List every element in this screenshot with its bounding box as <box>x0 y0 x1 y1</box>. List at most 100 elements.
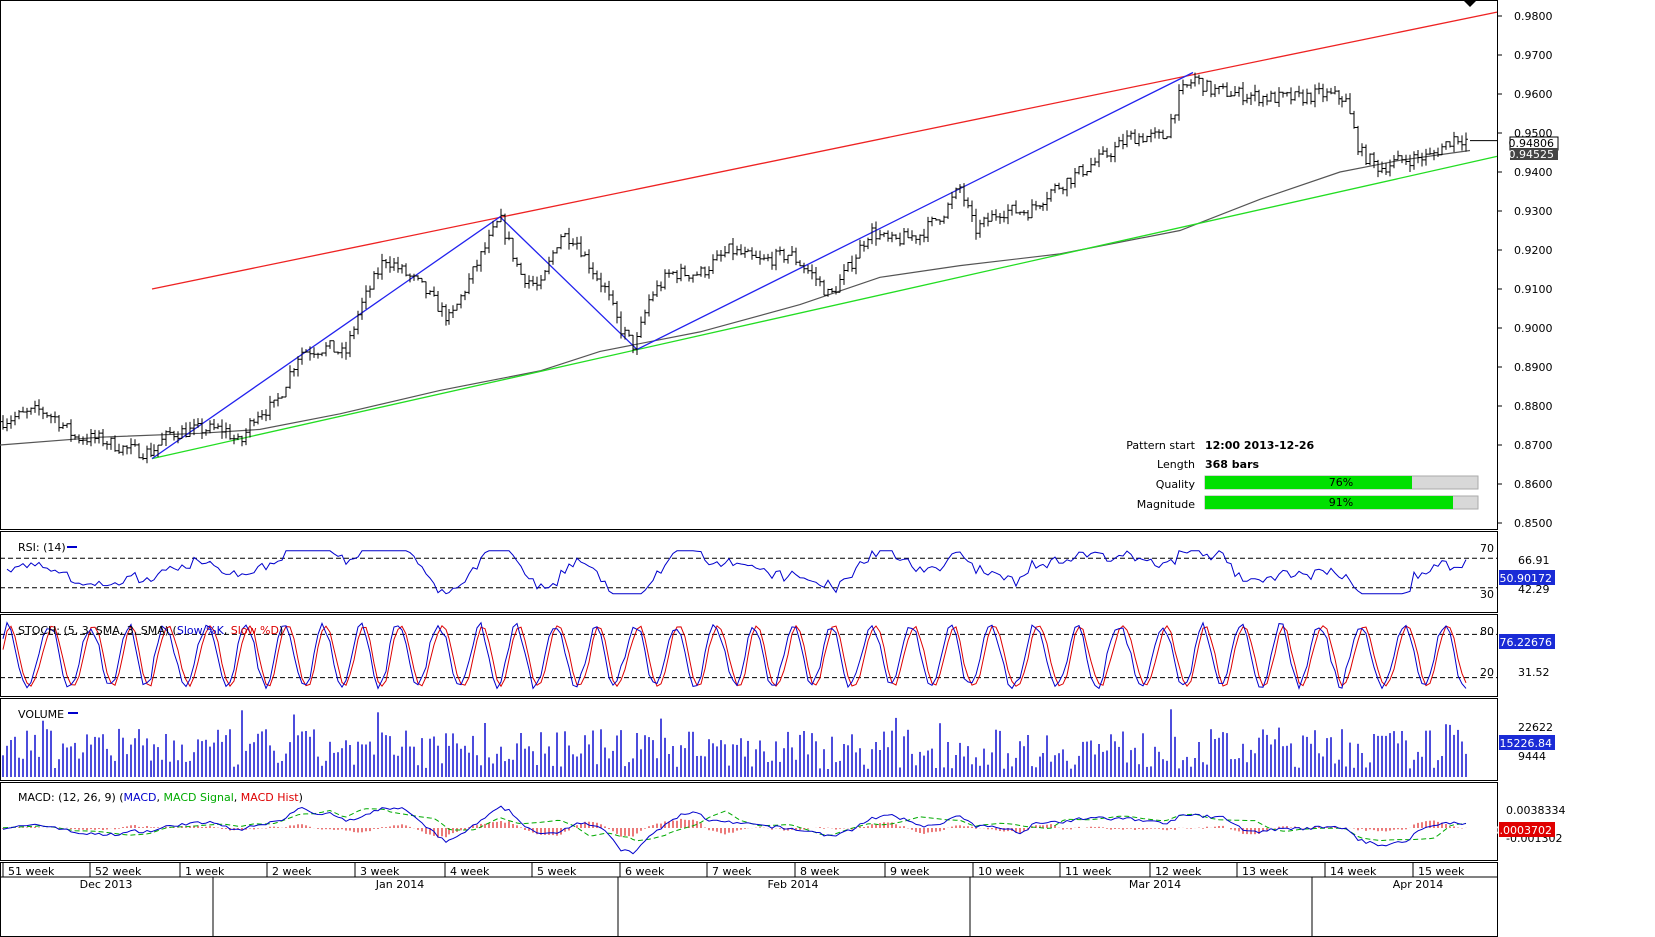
ohlc-bar <box>627 329 631 337</box>
ohlc-bar <box>220 419 224 439</box>
month-label: Mar 2014 <box>1129 878 1181 891</box>
ohlc-bar <box>571 238 575 247</box>
ohlc-bar <box>643 309 647 325</box>
ohlc-bar <box>667 269 671 278</box>
week-label: 2 week <box>272 865 312 878</box>
magnitude-label: Magnitude <box>1137 498 1196 511</box>
ohlc-bar <box>21 406 25 413</box>
ohlc-bar <box>340 342 344 359</box>
ohlc-bar <box>1165 136 1169 140</box>
scroll-marker-icon[interactable] <box>1463 0 1477 7</box>
ohlc-bar <box>523 273 527 288</box>
macd-title: MACD: (12, 26, 9) (MACD, MACD Signal, MA… <box>18 791 303 804</box>
ohlc-bar <box>344 341 348 360</box>
macd-tick-a: 0.0038334 <box>1506 804 1566 817</box>
ohlc-bar <box>137 443 141 459</box>
macd-badge-text: 0.0003702 <box>1493 824 1553 837</box>
ohlc-bar <box>611 290 615 306</box>
ohlc-bar <box>117 443 121 454</box>
rsi-plot <box>0 550 1497 595</box>
stoch-panel <box>0 614 1498 697</box>
ohlc-bar <box>595 270 599 282</box>
price-tick-label: 0.9600 <box>1514 88 1553 101</box>
ohlc-bar <box>276 393 280 407</box>
ohlc-bar <box>1301 89 1305 106</box>
ohlc-bar <box>41 406 45 420</box>
ohlc-bar <box>487 229 491 254</box>
ohlc-bar <box>1352 110 1356 129</box>
ohlc-bar <box>145 445 149 464</box>
ohlc-bar <box>798 260 802 267</box>
ohlc-bar <box>1149 129 1153 143</box>
ohlc-bar <box>228 424 232 440</box>
pattern-zigzag-line <box>151 71 1194 460</box>
ohlc-bar <box>1309 92 1313 105</box>
ohlc-bar <box>762 254 766 261</box>
ohlc-bar <box>404 263 408 277</box>
pattern-start-label: Pattern start <box>1126 439 1195 452</box>
volume-tick-b: 9444 <box>1518 750 1546 763</box>
ohlc-bar <box>511 237 515 262</box>
ohlc-bar <box>1380 161 1384 174</box>
price-tick-label: 0.9800 <box>1514 10 1553 23</box>
ohlc-bar <box>85 433 89 445</box>
ohlc-bar <box>551 250 555 265</box>
ohlc-bar <box>133 439 137 447</box>
ohlc-bar <box>192 418 196 436</box>
rsi-panel <box>0 531 1498 613</box>
ohlc-bar <box>1400 155 1404 164</box>
ohlc-bar <box>647 294 651 317</box>
ohlc-bar <box>232 434 236 445</box>
ohlc-bar <box>974 208 978 240</box>
stoch-badge <box>1499 634 1555 649</box>
ohlc-bar <box>17 410 21 420</box>
ohlc-bar <box>400 264 404 274</box>
month-label: Apr 2014 <box>1393 878 1444 891</box>
ohlc-bar <box>990 210 994 222</box>
ohlc-bar <box>691 274 695 283</box>
week-label: 12 week <box>1155 865 1202 878</box>
ohlc-bar <box>1329 87 1333 95</box>
ohlc-bar <box>746 248 750 253</box>
ohlc-bar <box>994 209 998 221</box>
ohlc-bar <box>97 430 101 444</box>
stoch-plot <box>0 621 1497 691</box>
ohlc-bar <box>914 235 918 244</box>
month-label: Dec 2013 <box>80 878 133 891</box>
ohlc-bar <box>962 183 966 207</box>
ohlc-bar <box>224 422 228 439</box>
rsi-badge <box>1499 570 1555 585</box>
ohlc-bar <box>1440 143 1444 156</box>
ohlc-bar <box>1069 177 1073 189</box>
ohlc-bar <box>1089 157 1093 173</box>
ohlc-bar <box>428 290 432 295</box>
ohlc-bar <box>1348 93 1352 115</box>
ohlc-bar <box>770 251 774 270</box>
ohlc-bar <box>264 409 268 422</box>
ohlc-bar <box>854 254 858 275</box>
ohlc-bar <box>966 197 970 209</box>
ohlc-bar <box>73 434 77 440</box>
ohlc-bar <box>240 435 244 447</box>
ohlc-bar <box>236 433 240 441</box>
ohlc-bar <box>1376 159 1380 178</box>
ohlc-bar <box>531 275 535 287</box>
ohlc-bar <box>296 356 300 377</box>
ohlc-bar <box>1169 113 1173 139</box>
ohlc-bar <box>998 213 1002 224</box>
ohlc-bar <box>639 316 643 338</box>
ohlc-bar <box>268 395 272 421</box>
ohlc-bar <box>200 418 204 439</box>
ohlc-bar <box>308 346 312 361</box>
pattern-start-value: 12:00 2013-12-26 <box>1205 439 1315 452</box>
ohlc-bar <box>1337 90 1341 105</box>
ohlc-bar <box>1157 129 1161 139</box>
ohlc-bar <box>599 272 603 293</box>
ohlc-bar <box>89 429 93 447</box>
ohlc-bar <box>216 423 220 430</box>
ohlc-bar <box>93 429 97 444</box>
ohlc-bar <box>1285 91 1289 97</box>
ohlc-bar <box>45 412 49 418</box>
ohlc-bar <box>451 305 455 318</box>
ohlc-bar <box>1030 199 1034 219</box>
